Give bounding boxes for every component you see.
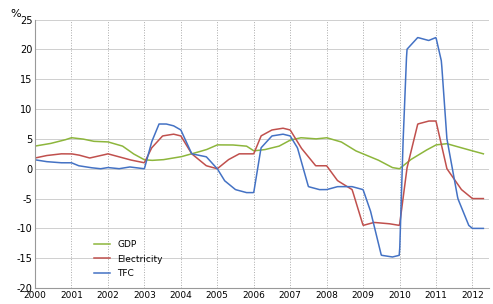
GDP bbox=[305, 136, 311, 140]
Line: GDP: GDP bbox=[35, 138, 483, 169]
GDP bbox=[419, 151, 425, 154]
GDP bbox=[480, 152, 486, 156]
Text: %: % bbox=[10, 9, 21, 19]
TFC bbox=[317, 188, 323, 192]
TFC bbox=[389, 255, 395, 259]
GDP bbox=[32, 144, 38, 148]
TFC bbox=[60, 161, 66, 164]
GDP bbox=[60, 139, 66, 142]
TFC bbox=[292, 143, 298, 146]
Electricity bbox=[396, 223, 402, 227]
TFC bbox=[415, 36, 421, 40]
GDP bbox=[318, 136, 324, 140]
TFC bbox=[372, 228, 378, 232]
TFC bbox=[304, 181, 310, 184]
Electricity bbox=[419, 121, 424, 125]
GDP bbox=[293, 137, 299, 141]
TFC bbox=[480, 226, 486, 230]
TFC bbox=[419, 37, 425, 40]
GDP bbox=[373, 157, 379, 161]
Electricity bbox=[372, 221, 378, 224]
Electricity bbox=[480, 197, 486, 200]
GDP bbox=[69, 136, 74, 140]
TFC bbox=[32, 158, 38, 162]
Electricity bbox=[304, 154, 310, 157]
Electricity bbox=[317, 164, 323, 168]
Line: Electricity: Electricity bbox=[35, 121, 483, 225]
Electricity bbox=[32, 156, 38, 160]
Legend: GDP, Electricity, TFC: GDP, Electricity, TFC bbox=[94, 240, 163, 278]
Electricity bbox=[292, 137, 298, 140]
GDP bbox=[396, 167, 402, 171]
Electricity bbox=[60, 152, 66, 156]
Electricity bbox=[426, 119, 432, 123]
Line: TFC: TFC bbox=[35, 38, 483, 257]
